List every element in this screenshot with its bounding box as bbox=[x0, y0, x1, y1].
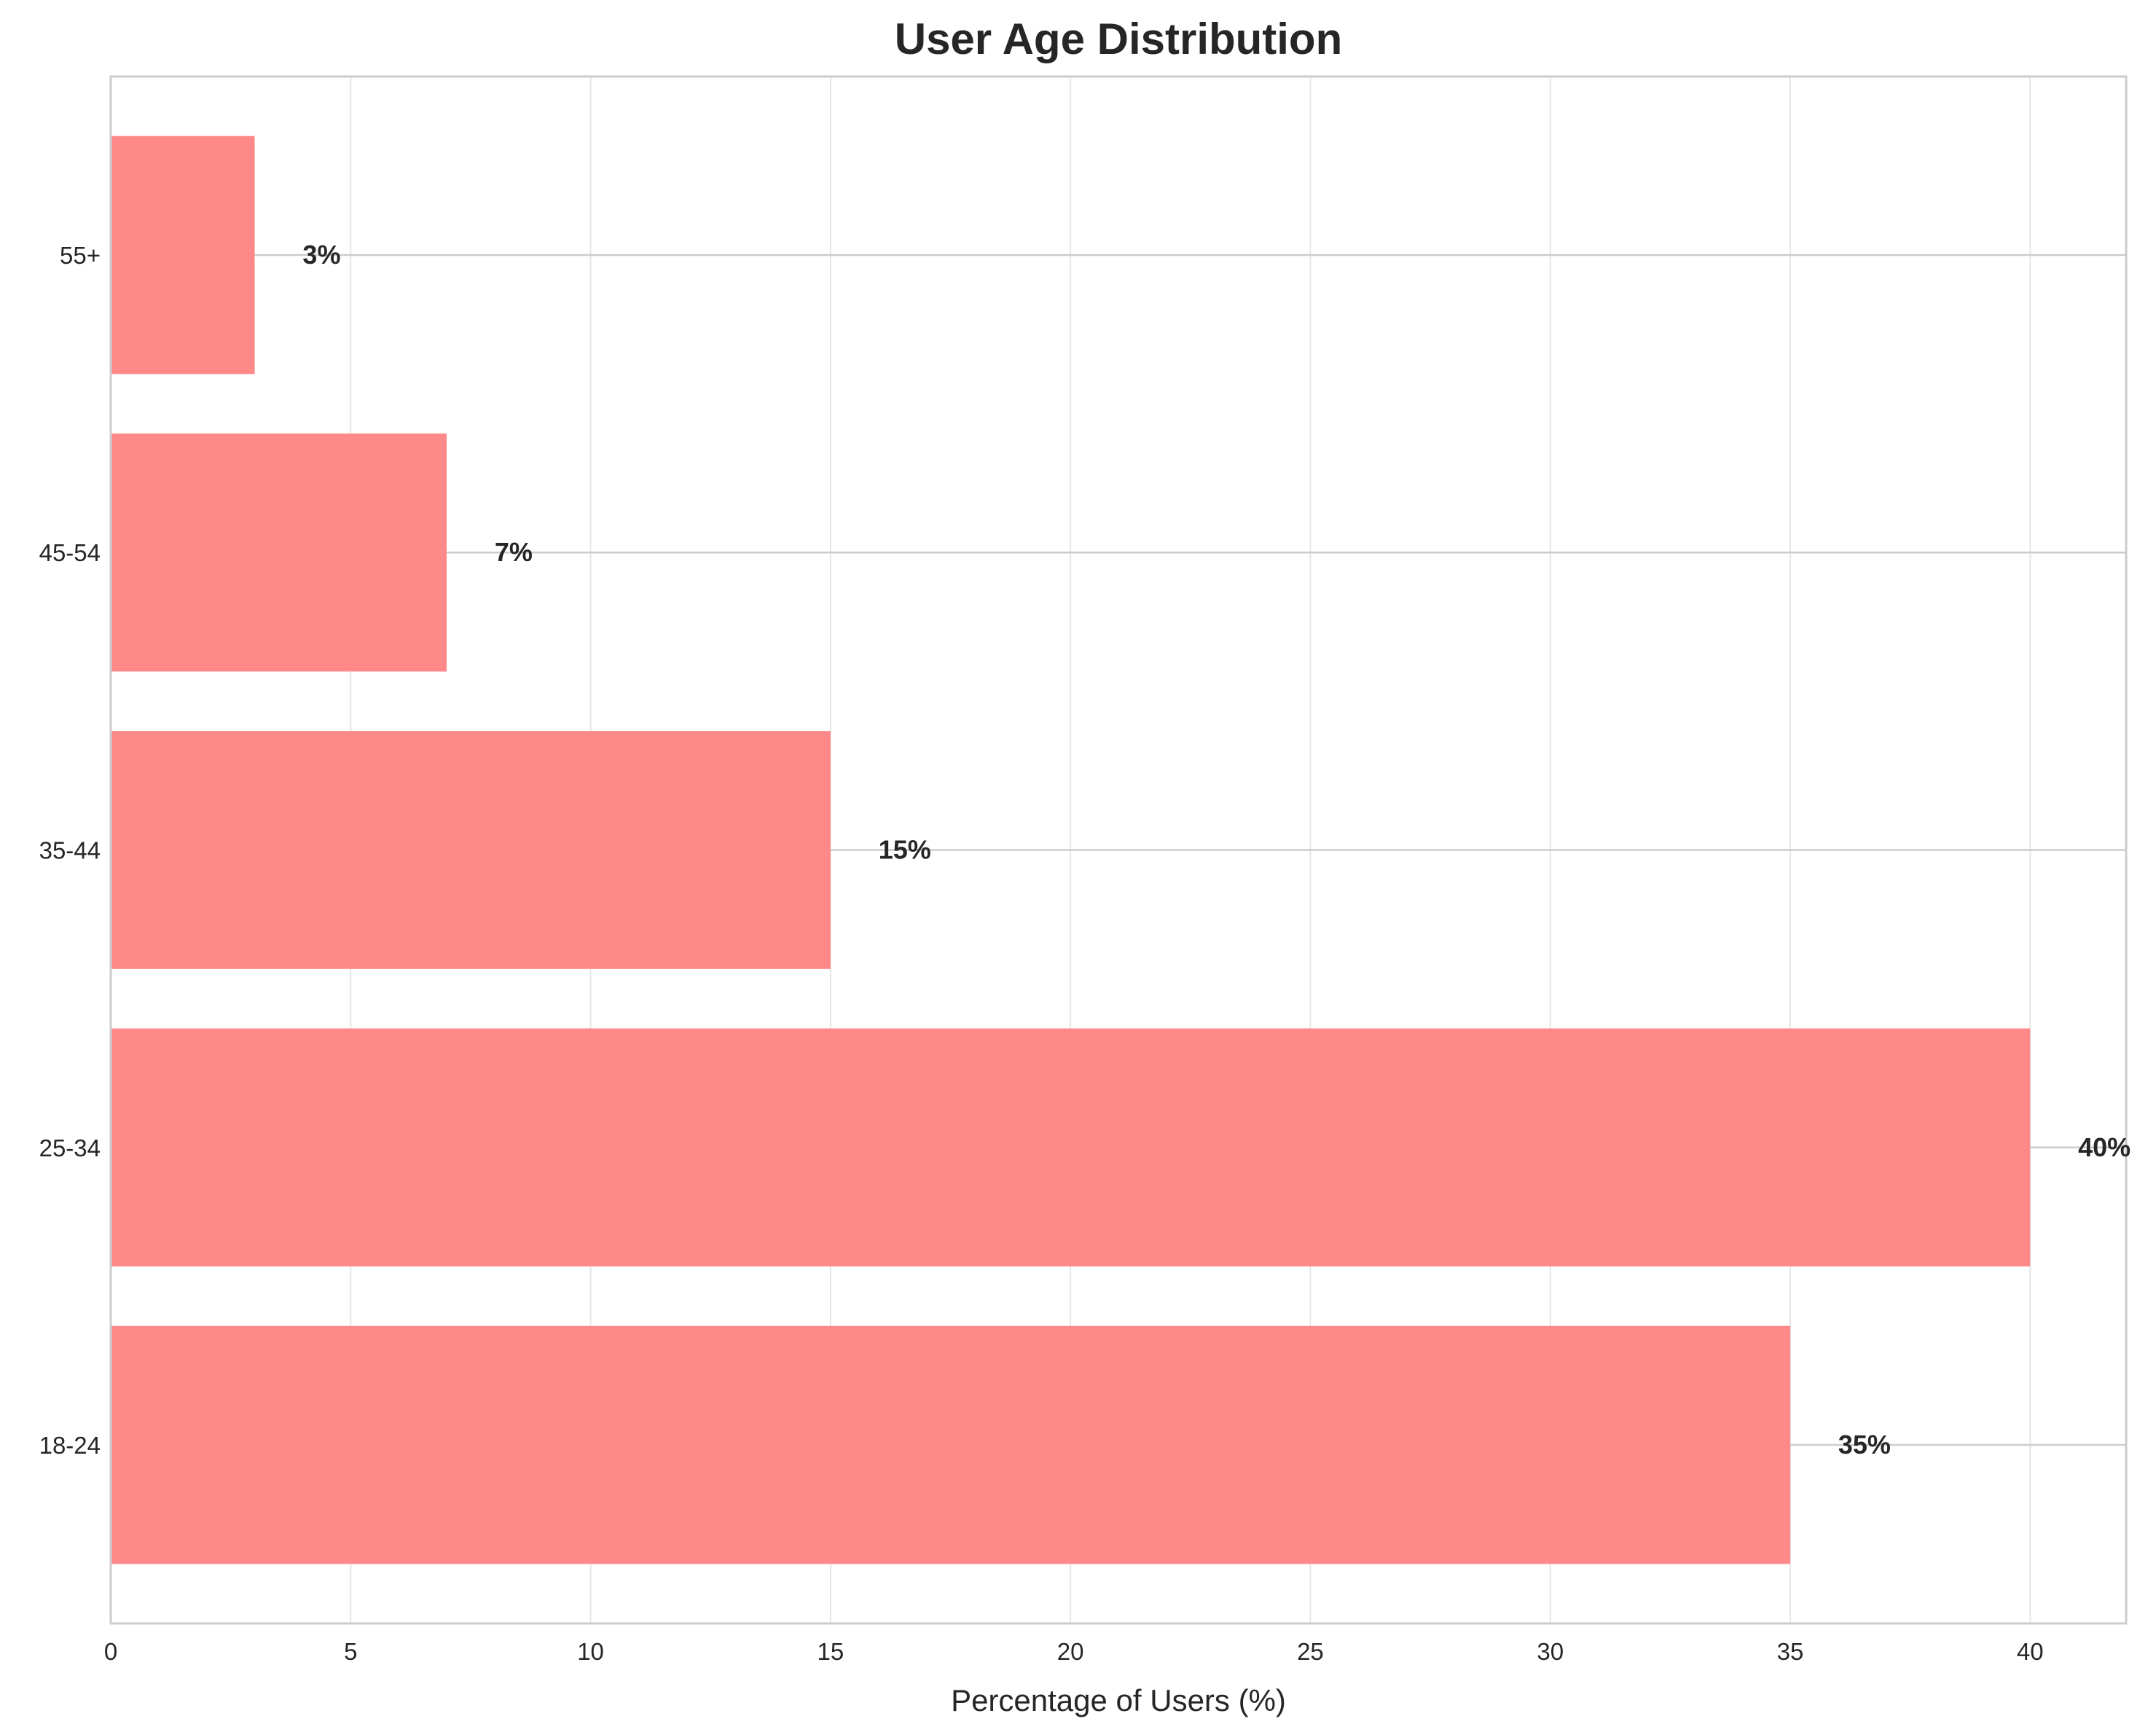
bars bbox=[111, 136, 2031, 1564]
x-axis-label: Percentage of Users (%) bbox=[951, 1683, 1286, 1717]
y-tick-label: 55+ bbox=[60, 242, 101, 269]
value-label: 15% bbox=[879, 835, 931, 865]
x-tick-label: 5 bbox=[344, 1638, 357, 1665]
y-tick-label: 35-44 bbox=[39, 837, 101, 864]
y-tick-label: 25-34 bbox=[39, 1135, 101, 1161]
x-tick-label: 40 bbox=[2017, 1638, 2044, 1665]
y-tick-label: 45-54 bbox=[39, 539, 101, 566]
y-tick-label: 18-24 bbox=[39, 1432, 101, 1459]
value-label: 3% bbox=[302, 240, 340, 270]
value-labels: 35% 40% 15% 7% 3% bbox=[302, 240, 2130, 1459]
bar-35-44 bbox=[111, 731, 831, 969]
bar-55+ bbox=[111, 136, 255, 375]
x-tick-label: 30 bbox=[1537, 1638, 1564, 1665]
y-axis-ticks: 18-24 25-34 35-44 45-54 55+ bbox=[39, 242, 101, 1459]
x-tick-label: 0 bbox=[104, 1638, 117, 1665]
value-label: 7% bbox=[495, 537, 533, 567]
bar-25-34 bbox=[111, 1028, 2031, 1267]
plot-frame bbox=[109, 75, 2128, 1625]
bar-45-54 bbox=[111, 433, 447, 672]
x-tick-label: 15 bbox=[817, 1638, 844, 1665]
x-tick-label: 20 bbox=[1057, 1638, 1084, 1665]
bar-18-24 bbox=[111, 1325, 1790, 1564]
chart-title: User Age Distribution bbox=[895, 15, 1343, 63]
x-axis-ticks: 0 5 10 15 20 25 30 35 40 bbox=[104, 1638, 2044, 1665]
x-tick-label: 10 bbox=[577, 1638, 604, 1665]
x-tick-label: 35 bbox=[1777, 1638, 1804, 1665]
x-tick-label: 25 bbox=[1297, 1638, 1324, 1665]
axes-frame bbox=[109, 75, 2128, 1625]
value-label: 40% bbox=[2078, 1132, 2130, 1162]
value-label: 35% bbox=[1838, 1430, 1891, 1459]
